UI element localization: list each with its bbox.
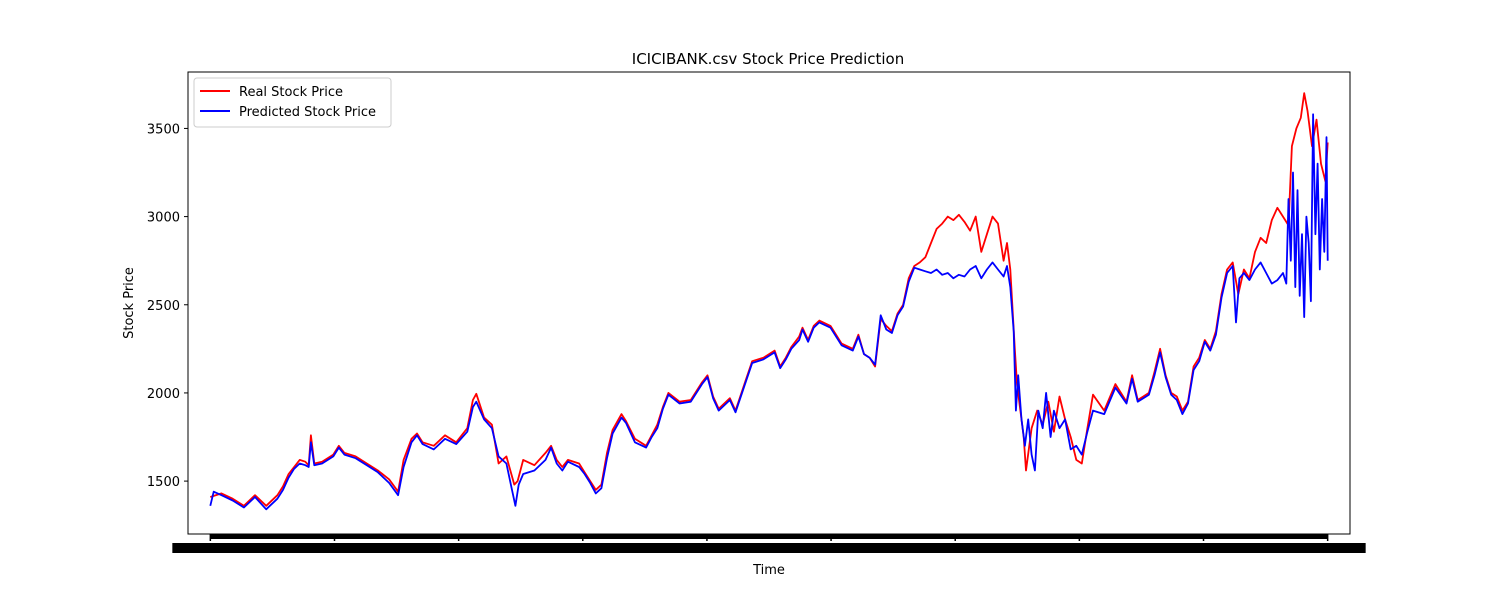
chart-title: ICICIBANK.csv Stock Price Prediction: [632, 50, 904, 68]
x-axis-label: Time: [752, 563, 785, 578]
y-axis-label: Stock Price: [122, 267, 137, 339]
y-axis-ticks: 1500 2000 2500 3000 3500: [147, 122, 188, 490]
y-tick-label: 2500: [147, 299, 180, 314]
plot-area: 1500 2000 2500 3000 3500: [147, 71, 1366, 553]
x-tick-label-band: [172, 543, 1366, 553]
series-line-predicted: [209, 113, 1329, 511]
legend-label-predicted: Predicted Stock Price: [239, 105, 376, 120]
x-tick-band: [210, 534, 1328, 539]
y-tick-label: 2000: [147, 387, 180, 402]
y-tick-label: 3500: [147, 122, 180, 137]
legend-box: [193, 77, 392, 128]
y-tick-label: 3000: [147, 211, 180, 226]
y-tick-label: 1500: [147, 475, 180, 490]
series-lines: [209, 92, 1329, 511]
x-axis-ticks: [172, 534, 1366, 553]
legend: Real Stock Price Predicted Stock Price: [193, 77, 392, 128]
legend-label-real: Real Stock Price: [239, 85, 343, 100]
